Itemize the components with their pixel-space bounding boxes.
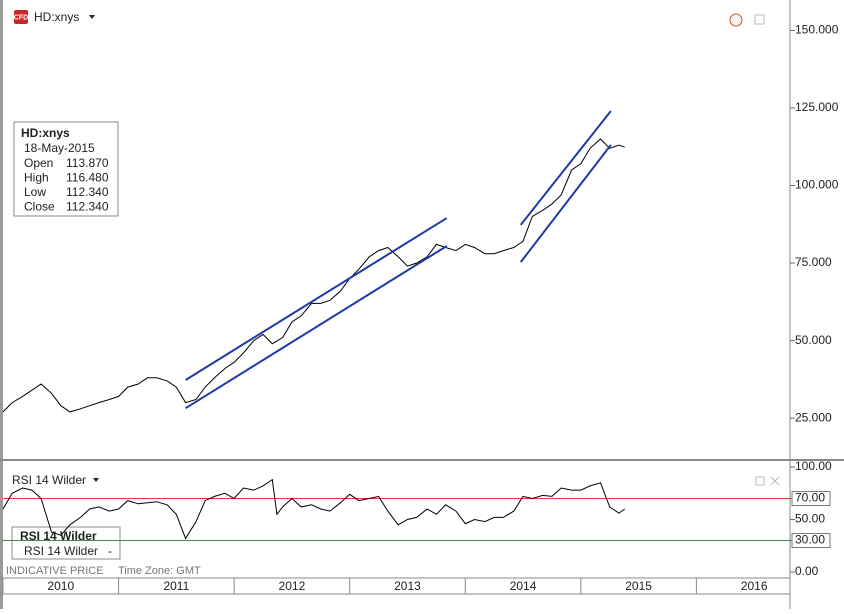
rsi-box-label: RSI 14 Wilder <box>24 544 98 558</box>
x-tick-label: 2012 <box>279 579 306 593</box>
info-label: Close <box>24 200 55 214</box>
y-tick-label: 75.000 <box>795 255 832 269</box>
y-tick-label: 70.00 <box>795 491 825 505</box>
x-tick-label: 2014 <box>510 579 537 593</box>
series-line <box>2 138 625 413</box>
x-tick-label: 2010 <box>47 579 74 593</box>
y-tick-label: 100.00 <box>795 459 832 473</box>
y-tick-label: 100.000 <box>795 178 839 192</box>
info-label: Open <box>24 156 53 170</box>
rsi-box-title: RSI 14 Wilder <box>20 529 97 543</box>
cfd-icon-text: CFD <box>14 14 28 21</box>
rsi-box-value: - <box>108 544 112 558</box>
info-title: HD:xnys <box>21 126 70 140</box>
rsi-header[interactable]: RSI 14 Wilder <box>12 473 86 487</box>
series-line <box>2 478 625 540</box>
y-tick-label: 125.000 <box>795 100 839 114</box>
trend-line <box>185 245 448 410</box>
info-box <box>13 121 119 217</box>
x-tick-label: 2013 <box>394 579 421 593</box>
y-tick-label: 25.000 <box>795 410 832 424</box>
window-icon[interactable] <box>754 14 765 25</box>
cfd-icon <box>14 10 28 24</box>
rsi-dropdown[interactable] <box>93 478 99 482</box>
x-tick-label: 2011 <box>163 579 189 593</box>
trend-line <box>519 144 612 263</box>
info-value: 112.340 <box>66 200 109 214</box>
y-tick-label: 50.000 <box>795 333 832 347</box>
x-tick-label: 2016 <box>741 579 768 593</box>
info-date: 18-May-2015 <box>24 141 95 155</box>
y-tick-label: 0.00 <box>795 564 819 578</box>
price-note: INDICATIVE PRICE <box>6 565 104 577</box>
clock-icon[interactable] <box>729 13 743 27</box>
rsi-window-icon[interactable] <box>755 476 765 486</box>
info-label: Low <box>24 185 46 199</box>
left-edge <box>0 0 3 609</box>
x-tick-label: 2015 <box>625 579 652 593</box>
info-value: 113.870 <box>66 156 109 170</box>
info-value: 112.340 <box>66 185 109 199</box>
symbol-title[interactable]: HD:xnys <box>34 10 79 24</box>
info-value: 116.480 <box>66 171 109 185</box>
y-tick-box <box>791 491 831 507</box>
y-tick-label: 50.00 <box>795 512 825 526</box>
y-tick-label: 150.000 <box>795 23 839 37</box>
rsi-close-icon[interactable] <box>770 476 780 486</box>
time-zone: Time Zone: GMT <box>118 565 201 577</box>
symbol-dropdown[interactable] <box>89 15 95 19</box>
y-tick-box <box>791 533 831 549</box>
y-tick-label: 30.00 <box>795 533 825 547</box>
info-label: High <box>24 171 49 185</box>
trend-line <box>519 110 612 226</box>
trend-line <box>185 217 448 381</box>
rsi-box <box>11 526 121 560</box>
